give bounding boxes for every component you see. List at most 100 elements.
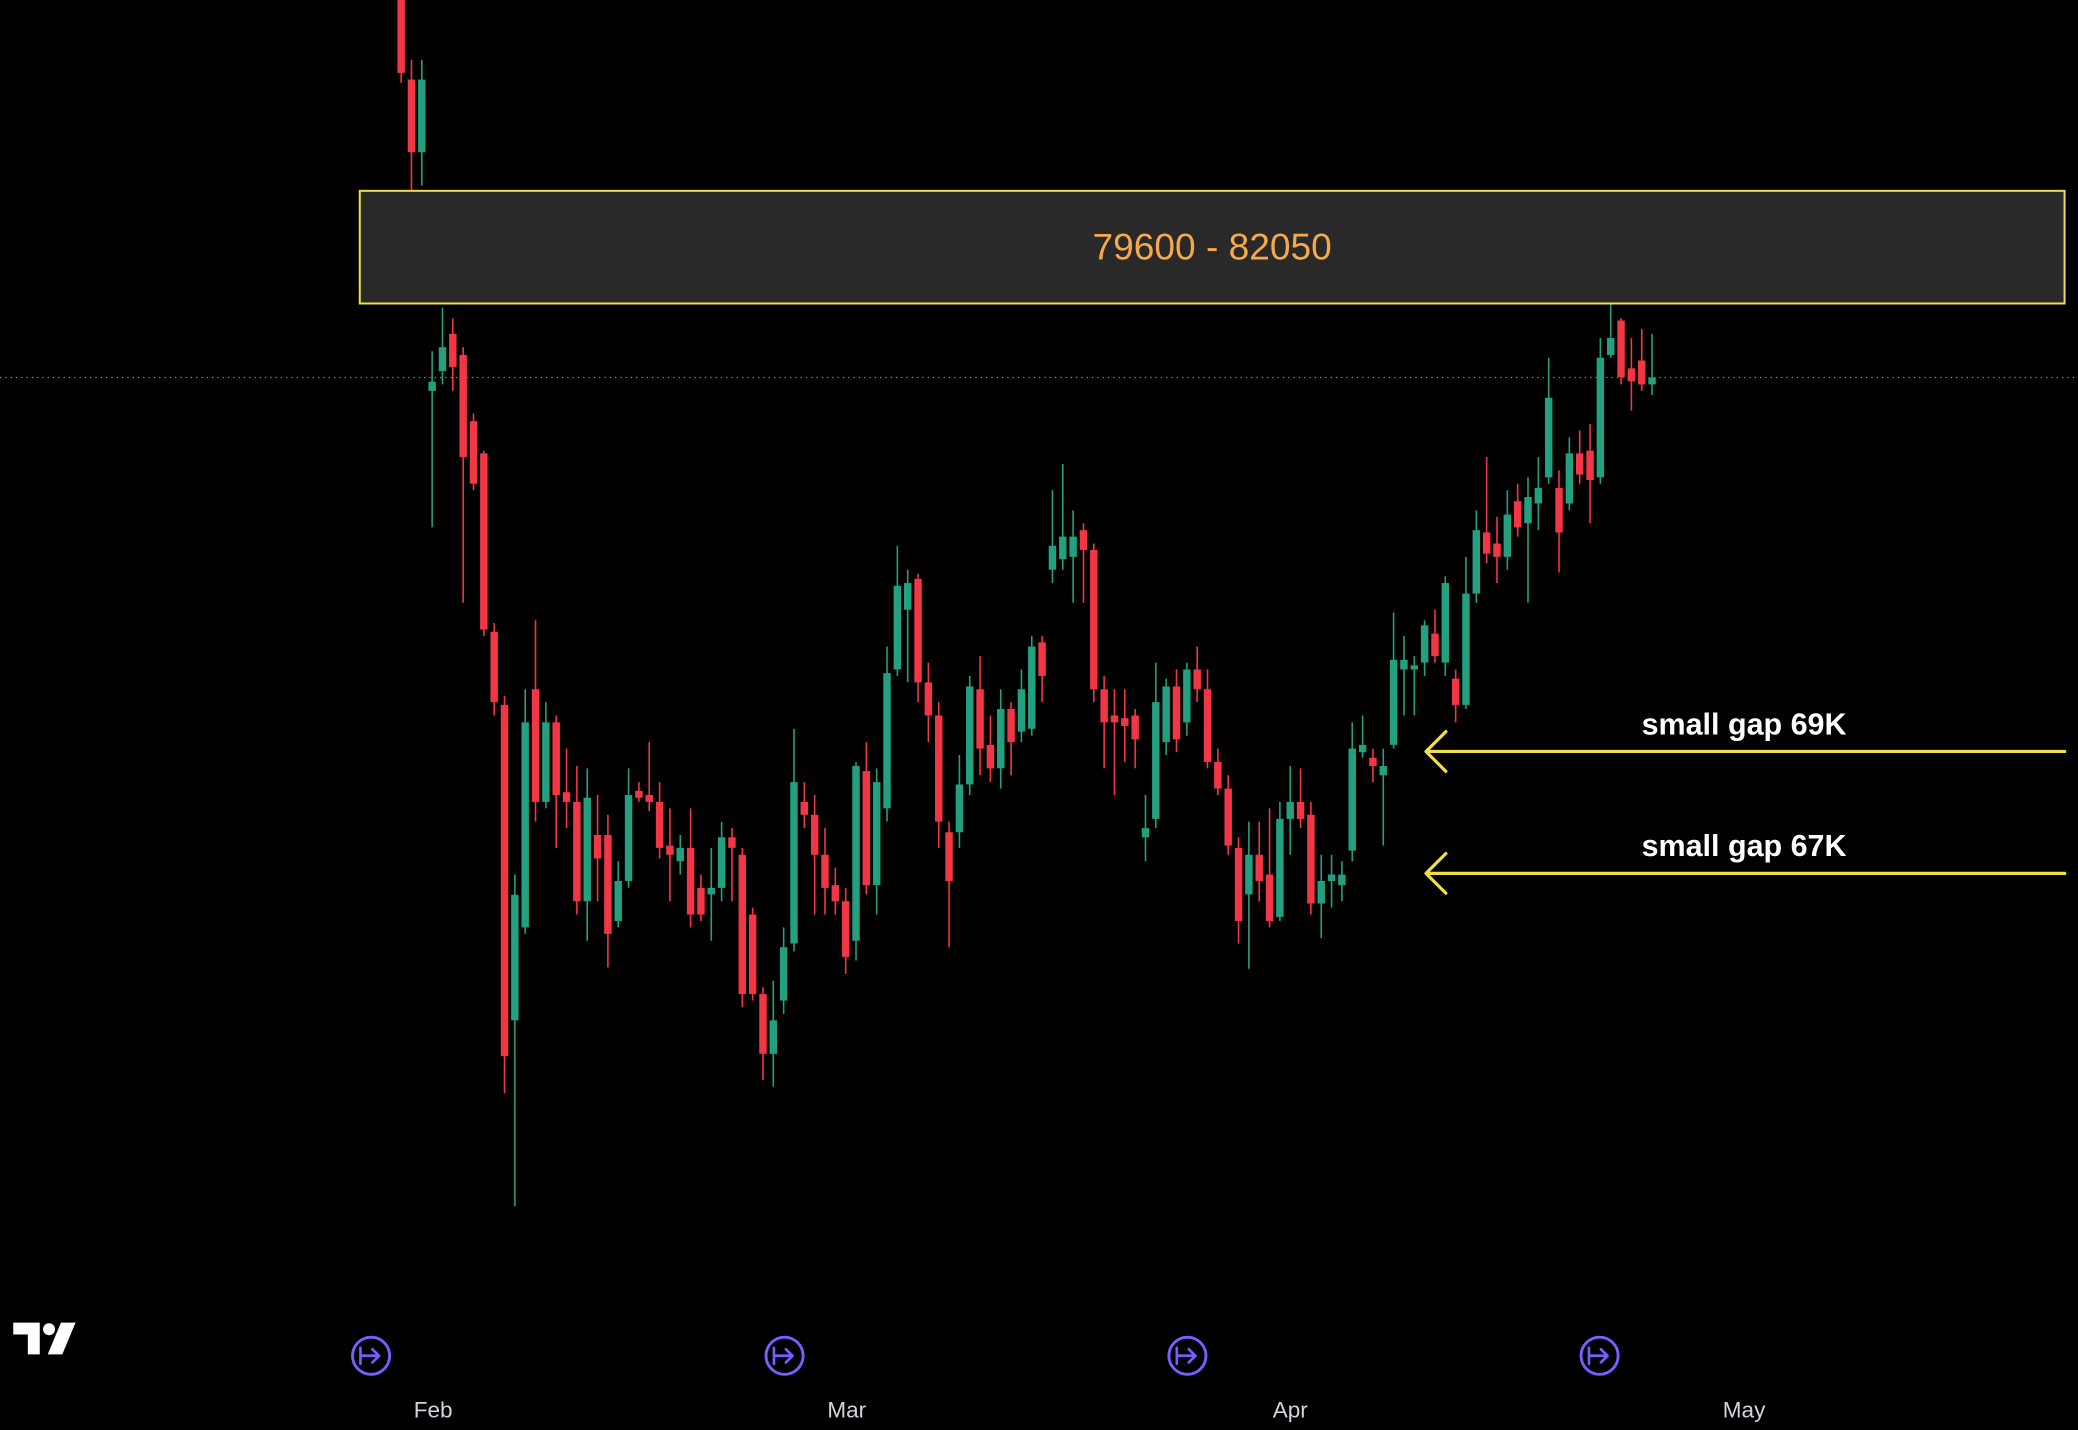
candle-body (552, 722, 560, 796)
candle-body (1224, 788, 1232, 846)
candle-body (1327, 874, 1336, 881)
candle-body (1079, 530, 1088, 550)
candle-body (1606, 337, 1615, 355)
candle-body (748, 914, 757, 995)
candle-body (790, 782, 798, 944)
zone-box (358, 189, 2066, 305)
candle-body (1586, 450, 1594, 481)
candle-body (490, 631, 498, 703)
candle-body (1441, 583, 1450, 663)
candle-body (779, 947, 788, 1001)
candle-body (1348, 748, 1356, 851)
candle-body (1245, 854, 1253, 895)
candle-body (738, 854, 747, 995)
candle-body (1069, 536, 1077, 557)
x-tick-label: Apr (1273, 1397, 1309, 1422)
candle-body (1028, 646, 1036, 729)
candle-body (1524, 497, 1532, 524)
candle-body (1234, 847, 1243, 921)
candle-body (1379, 766, 1387, 776)
candle-body (1627, 368, 1636, 382)
candle-body (728, 837, 736, 848)
candle-body (831, 885, 840, 902)
candle-body (562, 792, 571, 802)
candle-body (635, 790, 643, 798)
candle-body (810, 814, 819, 855)
candle-body (1389, 659, 1398, 745)
candle-body (521, 722, 529, 928)
candle-body (697, 887, 705, 915)
event-icon[interactable] (764, 1335, 805, 1376)
candle-body (717, 837, 726, 888)
candle-body (531, 689, 540, 802)
candle-body (418, 79, 426, 153)
candle-body (934, 715, 943, 822)
candle-body (428, 381, 436, 391)
candle-body (986, 744, 995, 769)
candle-body (872, 782, 881, 886)
candle-body (1431, 633, 1439, 657)
candle-body (645, 795, 653, 802)
candle-body (945, 832, 953, 881)
event-icon[interactable] (1579, 1335, 1620, 1376)
candle-body (1172, 686, 1181, 740)
candle-body (1596, 357, 1605, 478)
candle-body (821, 854, 829, 888)
candle-body (542, 722, 550, 802)
annotation: small gap 69K (1642, 707, 1847, 741)
x-tick-label: May (1723, 1397, 1766, 1422)
candle-body (604, 835, 612, 934)
candle-body (676, 847, 684, 862)
candle-body (1059, 536, 1067, 560)
candle-body (852, 766, 860, 941)
candle-body (1617, 320, 1625, 378)
candle-body (438, 347, 447, 372)
candle-body (966, 686, 974, 785)
candle-body (1038, 642, 1046, 676)
candle-body (862, 771, 871, 886)
candle-body (655, 801, 664, 848)
candle-body (573, 801, 581, 902)
candle-body (1369, 757, 1377, 767)
candle-body (759, 994, 767, 1054)
candle-body (1214, 761, 1222, 789)
candle-body (976, 689, 984, 749)
candle-body (1482, 532, 1491, 554)
event-icon[interactable] (1167, 1335, 1208, 1376)
candle-body (614, 880, 622, 921)
candle-body (1276, 818, 1284, 917)
candle-body (1513, 501, 1522, 528)
candle-body (1307, 814, 1315, 904)
candle-body (903, 583, 912, 610)
candle-body (459, 354, 467, 458)
candle-body (407, 79, 416, 153)
event-icon[interactable] (351, 1335, 392, 1376)
candle-body (707, 887, 715, 895)
candle-body (1400, 659, 1408, 670)
candle-body (1131, 715, 1139, 740)
candles (0, 0, 2078, 1207)
zone: 79600 - 82050 (358, 189, 2066, 305)
candle-body (1193, 669, 1201, 690)
candle-body (914, 578, 922, 683)
zone-label: 79600 - 82050 (1093, 226, 1332, 268)
candle-body (1534, 487, 1543, 504)
candle-body (1162, 686, 1170, 743)
candle-body (1462, 593, 1470, 705)
candle-body (1410, 665, 1419, 670)
annotation: small gap 67K (1642, 829, 1847, 863)
candle-body (800, 801, 809, 815)
candle-body (1048, 545, 1057, 570)
candle-body (1317, 880, 1325, 904)
candle-body (1121, 718, 1129, 727)
candle-body (469, 421, 478, 484)
candle-body (480, 453, 488, 630)
candle-body (1265, 874, 1274, 921)
candle-body (593, 835, 602, 859)
arrow (1424, 729, 2067, 773)
logo[interactable] (13, 1322, 76, 1355)
candle-body (769, 1020, 778, 1054)
candle-body (1110, 715, 1119, 723)
candle-body (1503, 514, 1512, 557)
